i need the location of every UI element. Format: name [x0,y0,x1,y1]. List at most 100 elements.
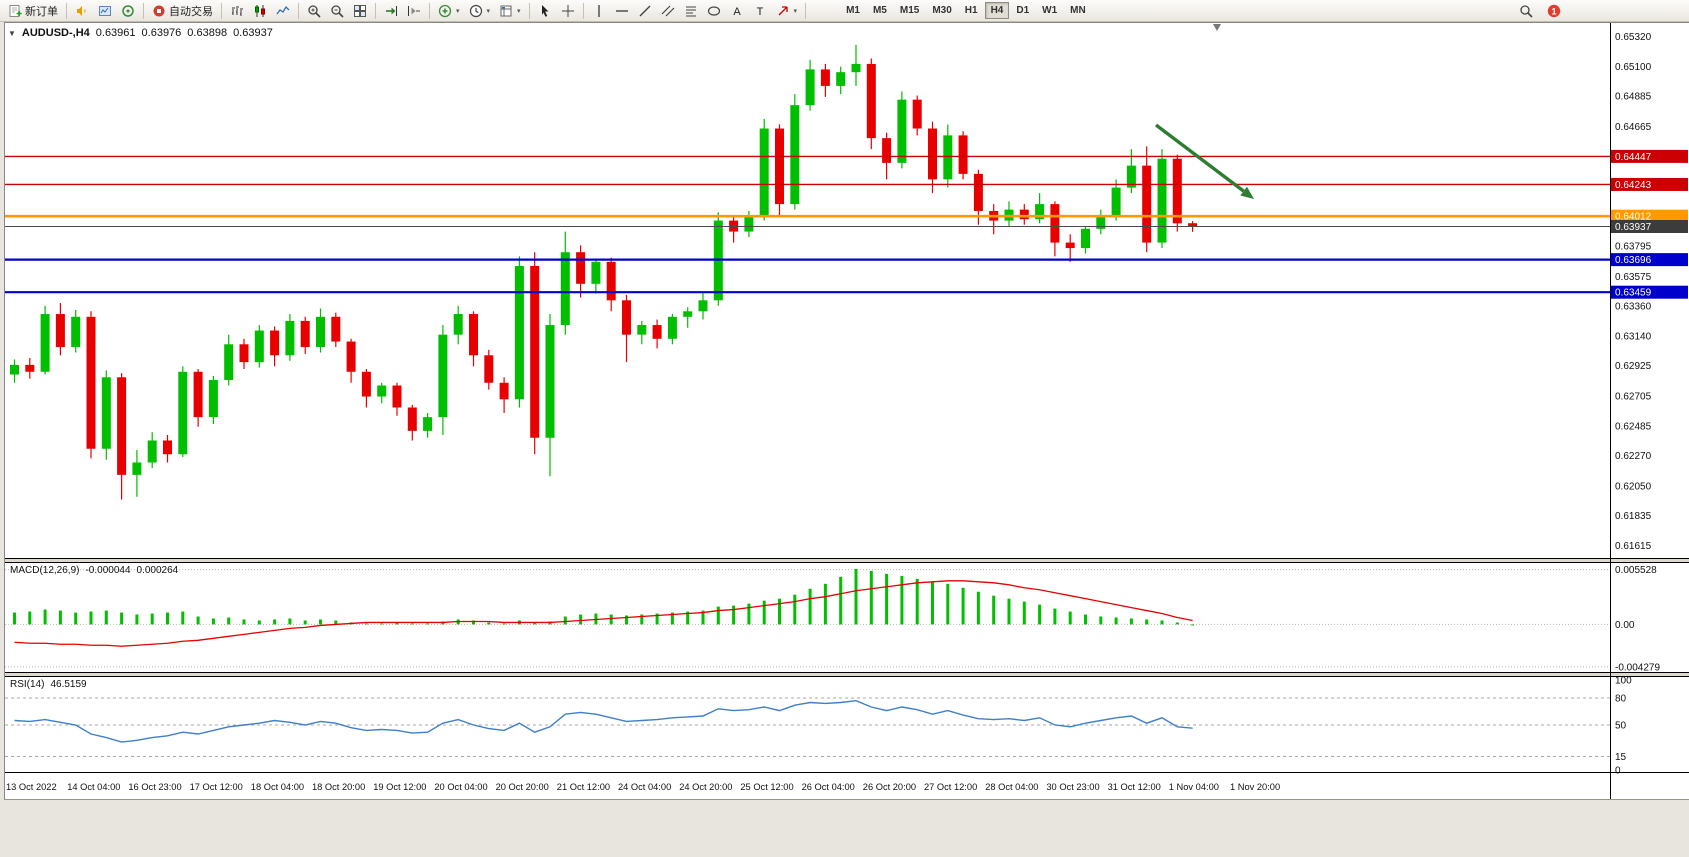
data-window-icon [121,4,135,18]
trend-arrow-head[interactable] [1240,186,1254,199]
macd-bar [319,619,322,625]
timeframe-M15[interactable]: M15 [899,5,920,16]
panel-divider[interactable] [4,673,1689,676]
auto-scroll-button[interactable] [380,1,402,20]
vertical-line-icon [592,4,606,18]
candle-body [1157,158,1167,243]
toolbar-separator [143,2,144,19]
vertical-line-button[interactable] [588,1,610,20]
notification-button[interactable]: 1 [1543,1,1565,20]
macd-panel[interactable] [4,563,1610,672]
autotrade-button[interactable]: 自动交易 [148,1,217,20]
rsi-scale-label: 100 [1615,676,1632,687]
chevron-down-icon: ▾ [793,7,798,15]
macd-bar [472,620,475,625]
time-label: 24 Oct 04:00 [618,782,671,792]
trendline-button[interactable] [634,1,656,20]
timeframe-M1[interactable]: M1 [846,5,860,16]
sound-button[interactable] [71,1,93,20]
crosshair-button[interactable] [557,1,579,20]
text-button[interactable]: A [726,1,748,20]
price-tick-label: 0.63360 [1615,301,1652,312]
candle-body [912,99,922,129]
cursor-button[interactable] [534,1,556,20]
zoom-out-icon [330,4,344,18]
toolbar-right-group: 1 [1515,1,1565,20]
candle-body [316,316,325,348]
candle-body [1111,187,1121,216]
chart-shift-marker[interactable] [1213,24,1221,31]
trend-arrow[interactable] [1154,123,1245,193]
tile-windows-icon [353,4,367,18]
price-axis-box [1611,209,1688,223]
data-window-button[interactable] [117,1,139,20]
main-chart-panel[interactable] [4,22,1610,558]
crosshair-icon [561,4,575,18]
chart-canvas[interactable]: 0.64447 0.64243 0.64012 0.63696 0.63459 0.639… [0,22,1689,857]
timeframe-M5[interactable]: M5 [872,5,887,16]
candles-chart-button[interactable] [249,1,271,20]
timeframe-W1[interactable]: W1 [1042,5,1058,16]
price-axis-box-label: 0.64012 [1615,212,1652,223]
zoom-out-button[interactable] [326,1,348,20]
candle-body [805,69,815,106]
candle-body [1081,228,1090,249]
bars-chart-button[interactable] [226,1,248,20]
macd-bar [1053,608,1057,625]
search-button[interactable] [1515,1,1537,20]
macd-bar [166,612,169,625]
text-icon: A [730,4,744,18]
price-axis-box-label: 0.63696 [1615,255,1652,266]
templates-button[interactable]: ▾ [495,1,525,20]
macd-bar [1145,619,1149,625]
timeframe-MN[interactable]: MN [1070,5,1086,16]
macd-bar [58,610,62,625]
horizontal-line-button[interactable] [611,1,633,20]
timeframe-H1[interactable]: H1 [964,5,978,16]
indicators-button[interactable]: ▾ [434,1,464,20]
line-chart-button[interactable] [272,1,294,20]
shapes-button[interactable] [703,1,725,20]
macd-scale-label: -0.004279 [1615,662,1660,673]
toolbar-separator [805,2,807,19]
toolbar: 新订单 自动交易 ▾ ▾ ▾ A T ▾ M1 M5 M15 M30 H1 H4 D1 W1 MN 1 [0,0,1689,22]
sound-icon [75,4,89,18]
zoom-in-button[interactable] [303,1,325,20]
candle-body [132,462,142,475]
rsi-line [14,699,1193,743]
timeframe-D1[interactable]: D1 [1016,5,1030,16]
timeframe-H4[interactable]: H4 [984,2,1010,19]
price-axis[interactable] [1610,22,1689,773]
toolbar-separator [429,2,430,19]
time-label: 1 Nov 20:00 [1230,782,1280,792]
macd-bar [686,611,690,625]
candle-body [193,371,203,418]
timeframe-M30[interactable]: M30 [932,5,952,16]
macd-scale-label: 0.00 [1615,620,1635,631]
text-label-button[interactable]: T [749,1,771,20]
tile-windows-button[interactable] [349,1,371,20]
macd-bar [89,611,93,625]
fibonacci-button[interactable] [680,1,702,20]
market-watch-button[interactable] [94,1,116,20]
chart-shift-button[interactable] [403,1,425,20]
new-order-button[interactable]: 新订单 [4,1,62,20]
toolbar-separator [298,2,299,19]
candle-body [958,135,968,174]
macd-bar [762,600,766,625]
panel-divider[interactable] [4,559,1689,562]
candle-body [820,69,830,86]
candle-body [866,63,876,139]
candle-body [576,252,586,284]
candle-body [851,63,861,73]
arrows-button[interactable]: ▾ [772,1,802,20]
macd-bar [364,623,368,625]
macd-bar [74,612,78,625]
cursor-icon [538,4,552,18]
price-tick-label: 0.61835 [1615,511,1652,522]
channel-button[interactable] [657,1,679,20]
periods-button[interactable]: ▾ [465,1,495,20]
macd-scale-label: 0.005528 [1615,565,1657,576]
time-axis[interactable] [4,773,1689,799]
time-label: 18 Oct 04:00 [251,782,304,792]
